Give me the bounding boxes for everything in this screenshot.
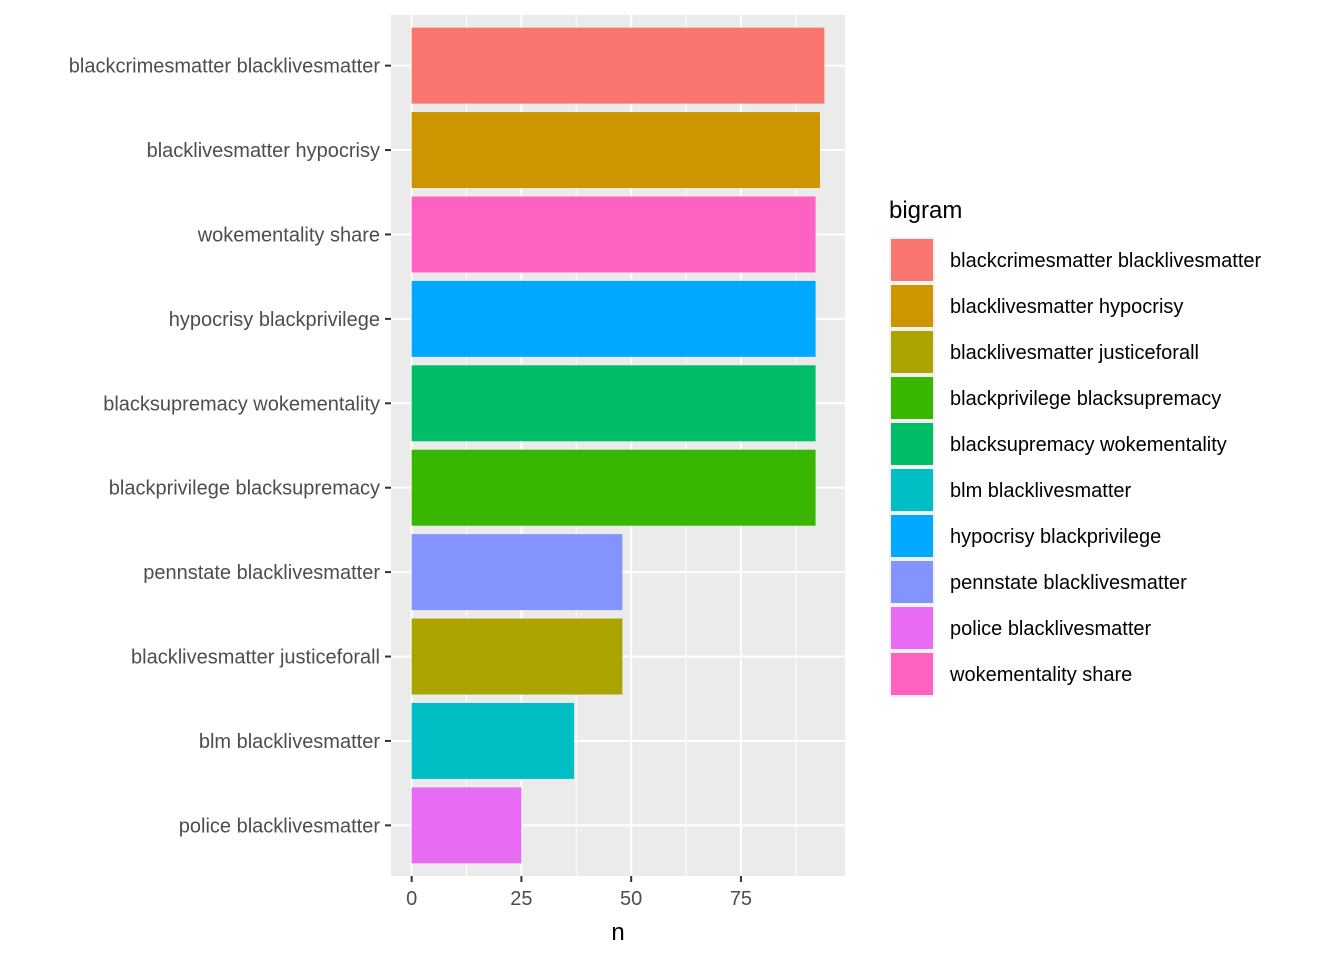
bar bbox=[411, 618, 623, 695]
legend-label: police blacklivesmatter bbox=[950, 618, 1152, 640]
legend-key bbox=[891, 607, 933, 649]
legend-key bbox=[891, 653, 933, 695]
legend-label: blm blacklivesmatter bbox=[950, 480, 1132, 502]
legend-key bbox=[891, 469, 933, 511]
y-tick-label: wokementality share bbox=[197, 224, 380, 246]
x-tick-label: 75 bbox=[730, 888, 752, 910]
x-tick-label: 25 bbox=[510, 888, 532, 910]
y-tick-label: blacklivesmatter hypocrisy bbox=[147, 140, 380, 162]
legend-key bbox=[891, 377, 933, 419]
bar bbox=[411, 365, 816, 442]
legend-label: hypocrisy blackprivilege bbox=[950, 526, 1161, 548]
legend-label: blackcrimesmatter blacklivesmatter bbox=[950, 250, 1262, 272]
legend-key bbox=[891, 561, 933, 603]
legend-label: blacksupremacy wokementality bbox=[950, 434, 1227, 456]
bar bbox=[411, 534, 623, 611]
y-axis: blackcrimesmatter blacklivesmatter blackl… bbox=[69, 56, 391, 837]
legend-key bbox=[891, 423, 933, 465]
bar bbox=[411, 280, 816, 357]
y-tick-label: blm blacklivesmatter bbox=[199, 731, 381, 753]
bar bbox=[411, 196, 816, 273]
bar bbox=[411, 112, 820, 189]
legend-label: pennstate blacklivesmatter bbox=[950, 572, 1187, 594]
legend: bigram blackcrimesmatter blacklivesmatte… bbox=[889, 197, 1262, 697]
legend-key bbox=[891, 285, 933, 327]
y-tick-label: blackprivilege blacksupremacy bbox=[109, 478, 380, 500]
bar bbox=[411, 787, 522, 864]
legend-key bbox=[891, 515, 933, 557]
legend-key bbox=[891, 331, 933, 373]
y-tick-label: blackcrimesmatter blacklivesmatter bbox=[69, 56, 381, 78]
x-axis: 0 25 50 75 bbox=[406, 876, 752, 910]
legend-key bbox=[891, 239, 933, 281]
y-tick-label: hypocrisy blackprivilege bbox=[169, 309, 380, 331]
legend-label: wokementality share bbox=[949, 664, 1132, 686]
legend-title: bigram bbox=[889, 197, 962, 224]
x-axis-title: n bbox=[611, 919, 624, 946]
y-tick-label: police blacklivesmatter bbox=[179, 815, 381, 837]
legend-label: blacklivesmatter justiceforall bbox=[950, 342, 1199, 364]
bar bbox=[411, 27, 825, 104]
legend-label: blackprivilege blacksupremacy bbox=[950, 388, 1221, 410]
y-tick-label: pennstate blacklivesmatter bbox=[143, 562, 380, 584]
y-tick-label: blacksupremacy wokementality bbox=[103, 393, 380, 415]
bars bbox=[411, 27, 825, 864]
x-tick-label: 0 bbox=[406, 888, 417, 910]
bar bbox=[411, 702, 575, 779]
legend-label: blacklivesmatter hypocrisy bbox=[950, 296, 1183, 318]
y-tick-label: blacklivesmatter justiceforall bbox=[131, 647, 380, 669]
bar bbox=[411, 449, 816, 526]
x-tick-label: 50 bbox=[620, 888, 642, 910]
